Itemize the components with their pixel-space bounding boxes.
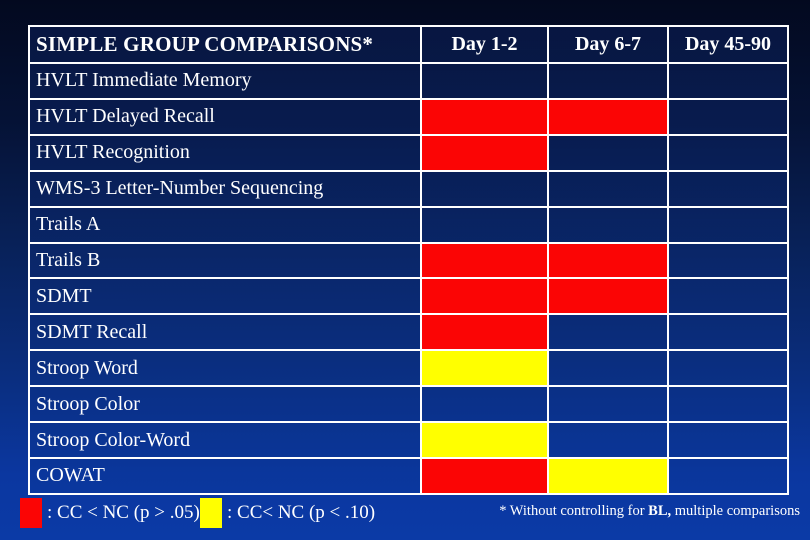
result-cell <box>420 277 549 316</box>
footnote-bold: BL, <box>648 503 672 519</box>
result-cell <box>420 349 549 388</box>
test-name-cell: HVLT Recognition <box>28 133 422 172</box>
test-name-cell: SDMT Recall <box>28 313 422 352</box>
table-row: Stroop Color-Word <box>28 421 789 459</box>
result-cell <box>420 456 549 496</box>
red-swatch-icon <box>20 498 42 528</box>
result-cell <box>667 97 789 136</box>
result-cell <box>547 241 669 280</box>
result-cell <box>547 133 669 172</box>
result-cell <box>547 205 669 244</box>
table-row: SDMT Recall <box>28 313 789 352</box>
table-row: HVLT Delayed Recall <box>28 97 789 136</box>
result-cell <box>667 456 789 496</box>
column-header-day-1-2: Day 1-2 <box>420 25 549 64</box>
test-name-cell: WMS-3 Letter-Number Sequencing <box>28 169 422 208</box>
header-row: SIMPLE GROUP COMPARISONS* Day 1-2 Day 6-… <box>28 25 789 64</box>
column-header-day-45-90: Day 45-90 <box>667 25 789 64</box>
footnote-prefix: * Without controlling for <box>499 503 649 519</box>
result-cell <box>667 205 789 244</box>
table-row: Trails B <box>28 241 789 280</box>
result-cell <box>420 97 549 136</box>
result-cell <box>547 385 669 424</box>
legend-label-yellow: : CC< NC (p < .10) <box>227 502 376 523</box>
table-row: Trails A <box>28 205 789 244</box>
result-cell <box>667 169 789 208</box>
result-cell <box>420 169 549 208</box>
test-name-cell: SDMT <box>28 277 422 316</box>
result-cell <box>547 277 669 316</box>
result-cell <box>667 62 789 100</box>
table-row: Stroop Color <box>28 385 789 424</box>
table-row: SDMT <box>28 277 789 316</box>
result-cell <box>667 277 789 316</box>
result-cell <box>420 385 549 424</box>
legend-label-red: : CC < NC (p > .05) <box>47 502 200 523</box>
table-row: HVLT Recognition <box>28 133 789 172</box>
result-cell <box>420 421 549 459</box>
footnote: * Without controlling for BL, multiple c… <box>440 503 800 520</box>
result-cell <box>667 241 789 280</box>
result-cell <box>547 313 669 352</box>
result-cell <box>547 62 669 100</box>
test-name-cell: HVLT Immediate Memory <box>28 62 422 100</box>
table-row: Stroop Word <box>28 349 789 388</box>
legend: : CC < NC (p > .05) : CC< NC (p < .10) <box>20 498 790 530</box>
table-row: COWAT <box>28 456 789 496</box>
result-cell <box>420 241 549 280</box>
result-cell <box>420 313 549 352</box>
legend-item-yellow: : CC< NC (p < .10) <box>200 498 375 528</box>
test-name-cell: COWAT <box>28 456 422 496</box>
result-cell <box>420 205 549 244</box>
test-name-cell: Stroop Color <box>28 385 422 424</box>
result-cell <box>420 133 549 172</box>
result-cell <box>667 133 789 172</box>
result-cell <box>547 421 669 459</box>
comparison-table: SIMPLE GROUP COMPARISONS* Day 1-2 Day 6-… <box>28 25 789 496</box>
result-cell <box>547 349 669 388</box>
result-cell <box>547 97 669 136</box>
test-name-cell: Stroop Word <box>28 349 422 388</box>
result-cell <box>667 421 789 459</box>
result-cell <box>547 456 669 496</box>
result-cell <box>420 62 549 100</box>
result-cell <box>667 349 789 388</box>
column-header-day-6-7: Day 6-7 <box>547 25 669 64</box>
test-name-cell: Stroop Color-Word <box>28 421 422 459</box>
test-name-cell: Trails A <box>28 205 422 244</box>
footnote-suffix: multiple comparisons <box>671 503 800 519</box>
test-name-cell: Trails B <box>28 241 422 280</box>
table-body: HVLT Immediate Memory HVLT Delayed Recall… <box>28 62 789 496</box>
test-name-cell: HVLT Delayed Recall <box>28 97 422 136</box>
result-cell <box>667 313 789 352</box>
result-cell <box>547 169 669 208</box>
result-cell <box>667 385 789 424</box>
yellow-swatch-icon <box>200 498 222 528</box>
table-row: HVLT Immediate Memory <box>28 62 789 100</box>
table-row: WMS-3 Letter-Number Sequencing <box>28 169 789 208</box>
legend-item-red: : CC < NC (p > .05) <box>20 498 200 528</box>
table-title: SIMPLE GROUP COMPARISONS* <box>28 25 422 64</box>
